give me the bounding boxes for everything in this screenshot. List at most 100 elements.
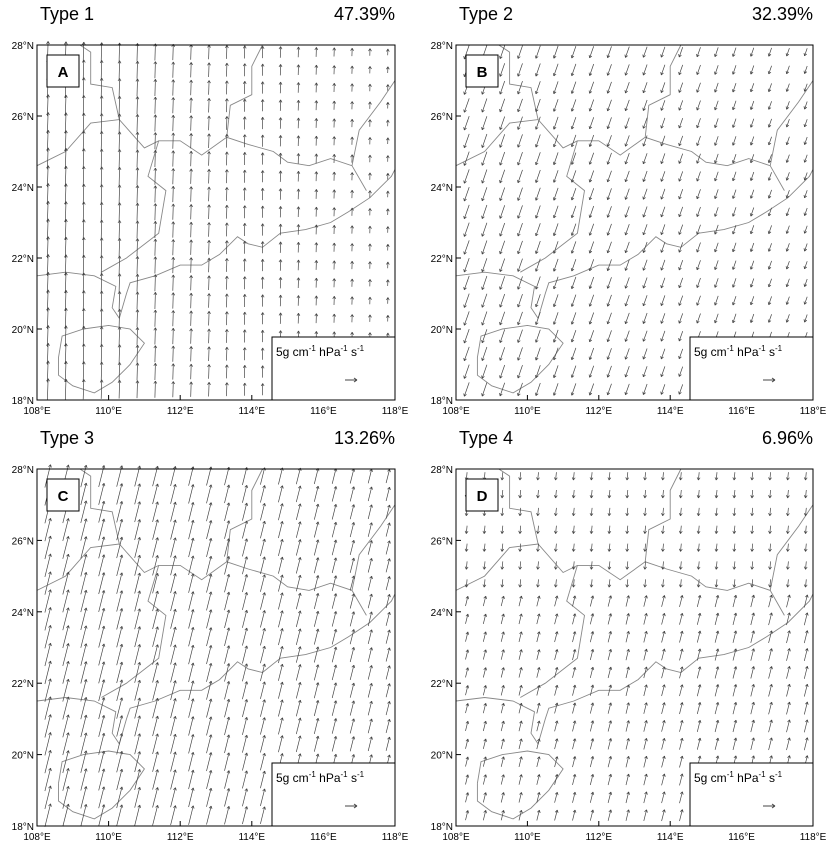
panel-title: Type 1 xyxy=(40,4,94,24)
legend-arrow xyxy=(345,803,358,809)
legend-part: -1 xyxy=(775,770,783,779)
legend-box xyxy=(271,336,396,401)
y-tick-label: 20°N xyxy=(431,751,453,762)
wind-vectors xyxy=(464,472,809,822)
boundary xyxy=(79,44,120,120)
x-tick-label: 112°E xyxy=(585,406,612,417)
panel-letter: C xyxy=(58,488,69,505)
x-tick-label: 116°E xyxy=(728,406,755,417)
y-tick-label: 28°N xyxy=(12,465,34,476)
boundary xyxy=(769,504,814,591)
y-tick-label: 22°N xyxy=(12,254,34,265)
frame xyxy=(455,468,814,827)
boundary xyxy=(36,119,367,191)
legend-part: hPa xyxy=(734,345,759,359)
boundary xyxy=(455,543,785,616)
legend-part: -1 xyxy=(727,770,735,779)
legend-part: -1 xyxy=(341,770,349,779)
legend-part: 5g cm xyxy=(694,771,727,785)
x-tick-label: 114°E xyxy=(657,832,684,843)
y-tick-label: 24°N xyxy=(431,608,453,619)
panel-percent: 32.39% xyxy=(752,4,813,24)
legend-part: s xyxy=(766,771,775,785)
legend-label: 5g cm-1 hPa-1 s-1 xyxy=(694,770,783,785)
frame xyxy=(36,468,396,827)
boundary xyxy=(351,504,396,591)
map-panel: Type 4 6.96% D 108°E 110°E 112°E 114°E 116°E 118… xyxy=(431,428,827,843)
y-tick-label: 26°N xyxy=(431,112,453,123)
boundary xyxy=(644,44,682,138)
boundary xyxy=(101,140,167,273)
legend-box xyxy=(689,762,814,827)
x-tick-label: 118°E xyxy=(800,832,827,843)
map-panel: Type 1 47.39% A 108°E 110°E 112°E 114°E 116°E 11… xyxy=(12,4,409,417)
y-tick-label: 18°N xyxy=(12,822,34,833)
panel-percent: 6.96% xyxy=(762,428,813,448)
y-tick-label: 26°N xyxy=(12,112,34,123)
legend-part: hPa xyxy=(734,771,759,785)
x-tick-label: 108°E xyxy=(442,832,470,843)
boundary xyxy=(226,44,263,138)
boundary xyxy=(455,119,785,191)
boundary xyxy=(226,468,263,562)
x-tick-label: 114°E xyxy=(657,406,684,417)
x-tick-label: 110°E xyxy=(514,406,541,417)
legend-label: 5g cm-1 hPa-1 s-1 xyxy=(276,344,365,359)
panel-letter: A xyxy=(58,64,69,81)
legend-box xyxy=(271,762,396,827)
x-tick-label: 108°E xyxy=(23,406,51,417)
legend-arrow xyxy=(763,377,776,383)
y-tick-label: 18°N xyxy=(431,822,453,833)
y-tick-label: 28°N xyxy=(431,465,453,476)
y-tick-label: 22°N xyxy=(431,254,453,265)
legend-label: 5g cm-1 hPa-1 s-1 xyxy=(276,770,365,785)
legend-part: s xyxy=(348,345,357,359)
boundary xyxy=(644,468,682,562)
map-panel: Type 2 32.39% B 108°E 110°E 112°E 114°E 116°E 11… xyxy=(431,4,827,417)
legend-arrow xyxy=(345,377,358,383)
y-tick-label: 18°N xyxy=(431,396,453,407)
panel-title: Type 2 xyxy=(459,4,513,24)
panel-letter: B xyxy=(477,64,488,81)
wind-vectors xyxy=(44,464,391,827)
y-tick-label: 28°N xyxy=(431,41,453,52)
boundary xyxy=(36,169,396,320)
y-tick-label: 24°N xyxy=(431,183,453,194)
y-tick-label: 26°N xyxy=(431,536,453,547)
legend-part: s xyxy=(348,771,357,785)
boundary xyxy=(351,80,396,166)
panel-title: Type 3 xyxy=(40,428,94,448)
legend-part: -1 xyxy=(357,344,365,353)
map-panel: Type 3 13.26% C 108°E 110°E 112°E 114°E 116°E 11… xyxy=(12,428,409,843)
legend-part: -1 xyxy=(759,770,767,779)
y-tick-label: 20°N xyxy=(431,325,453,336)
x-tick-label: 116°E xyxy=(728,832,755,843)
boundary xyxy=(36,593,396,745)
y-tick-label: 24°N xyxy=(12,183,34,194)
panel-percent: 13.26% xyxy=(334,428,395,448)
x-tick-label: 108°E xyxy=(442,406,470,417)
x-tick-label: 112°E xyxy=(167,406,194,417)
boundary xyxy=(79,468,120,545)
letter-box xyxy=(46,478,80,512)
legend-part: s xyxy=(766,345,775,359)
panel-letter: D xyxy=(477,488,488,505)
legend-part: -1 xyxy=(309,770,317,779)
legend-box xyxy=(689,336,814,401)
boundary xyxy=(520,565,585,698)
legend-part: -1 xyxy=(357,770,365,779)
y-tick-label: 24°N xyxy=(12,608,34,619)
x-tick-label: 110°E xyxy=(95,832,122,843)
legend-part: hPa xyxy=(316,345,341,359)
y-tick-label: 20°N xyxy=(12,751,34,762)
letter-box xyxy=(465,54,499,88)
wind-vectors xyxy=(463,44,808,397)
panel-title: Type 4 xyxy=(459,428,513,448)
y-tick-label: 26°N xyxy=(12,536,34,547)
x-tick-label: 114°E xyxy=(238,406,265,417)
x-tick-label: 108°E xyxy=(23,832,51,843)
y-tick-label: 20°N xyxy=(12,325,34,336)
x-tick-label: 112°E xyxy=(167,832,194,843)
boundary xyxy=(36,543,367,616)
